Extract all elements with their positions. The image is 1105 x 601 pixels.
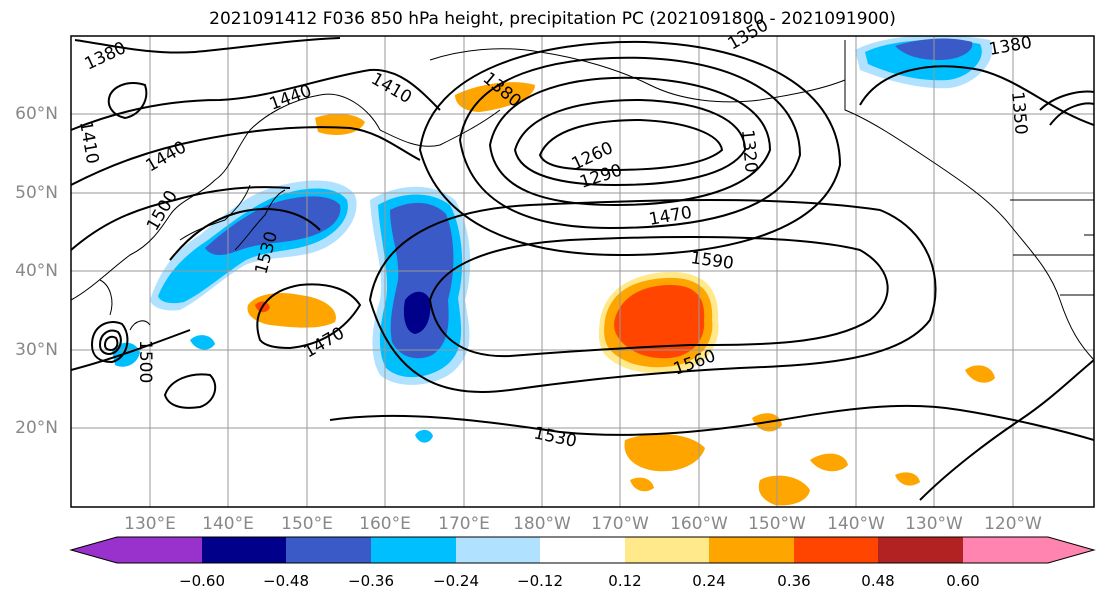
lon-label-170w: 170°W [591,514,649,534]
lon-label-130e: 130°E [124,514,176,534]
lat-label-60n: 60°N [15,104,58,124]
lon-label-160e: 160°E [359,514,411,534]
colorbar [69,536,1096,564]
colorbar-extend-low [71,537,117,563]
lon-label-170e: 170°E [438,514,490,534]
lat-label-30n: 30°N [15,340,58,360]
lon-label-180w: 180°W [513,514,571,534]
contour-label: 1350 [1007,91,1031,136]
contour-label: 1500 [135,340,155,383]
lon-label-150w: 150°W [748,514,806,534]
colorbar-tick-label: 0.36 [777,572,811,590]
lat-label-20n: 20°N [15,418,58,438]
lon-label-130w: 130°W [905,514,963,534]
colorbar-tick-label: −0.36 [348,572,394,590]
lon-label-120w: 120°W [984,514,1042,534]
lon-label-140e: 140°E [202,514,254,534]
colorbar-tick-label: 0.60 [946,572,980,590]
height-contours [71,37,1094,501]
lon-label-160w: 160°W [670,514,728,534]
colorbar-tick-label: 0.24 [692,572,726,590]
graticule [71,36,1094,507]
colorbar-tick-label: −0.60 [179,572,225,590]
lon-label-140w: 140°W [827,514,885,534]
lat-label-40n: 40°N [15,261,58,281]
colorbar-tick-label: −0.24 [433,572,479,590]
lat-label-50n: 50°N [15,183,58,203]
map-frame [70,35,1095,508]
lon-label-150e: 150°E [281,514,333,534]
colorbar-extend-high [1048,537,1094,563]
contour-label: 1320 [737,129,761,174]
colorbar-tick-label: 0.12 [608,572,642,590]
map-title: 2021091412 F036 850 hPa height, precipit… [209,9,896,29]
colorbar-tick-label: 0.48 [861,572,895,590]
coastlines [71,40,1094,361]
colorbar-tick-label: −0.12 [517,572,563,590]
colorbar-tick-label: −0.48 [263,572,309,590]
